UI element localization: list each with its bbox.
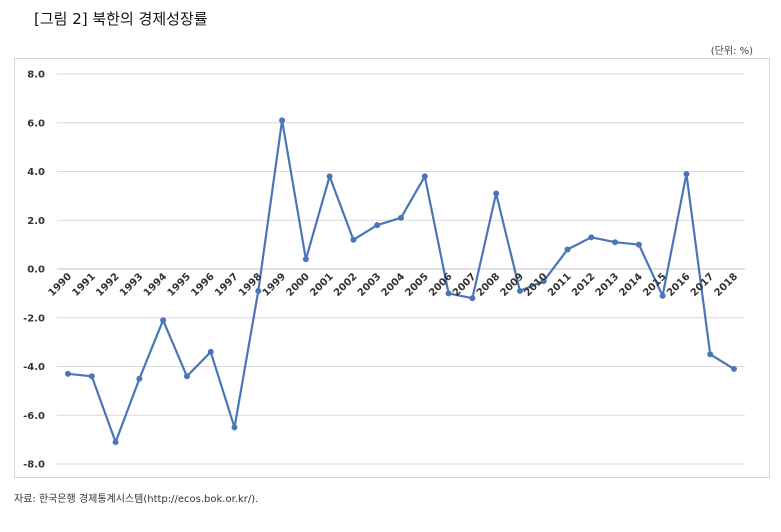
data-point: [398, 214, 404, 221]
x-tick-label: 1995: [166, 271, 193, 298]
x-tick-label: 2008: [475, 271, 502, 298]
y-tick-label: -2.0: [23, 313, 45, 324]
data-point: [231, 424, 238, 431]
x-tick-label: 1998: [237, 271, 264, 298]
data-point: [564, 246, 571, 253]
y-tick-label: 6.0: [27, 118, 45, 129]
data-point: [207, 348, 214, 355]
x-tick-label: 1994: [142, 271, 169, 298]
x-tick-label: 2005: [403, 271, 430, 298]
data-point: [540, 278, 547, 285]
data-point: [588, 234, 595, 241]
x-tick-label: 2002: [332, 271, 359, 298]
data-point: [255, 287, 262, 294]
x-tick-label: 2016: [665, 271, 692, 298]
unit-label: (단위: %): [710, 46, 753, 57]
x-tick-label: 2010: [522, 271, 549, 298]
x-tick-label: 2012: [570, 271, 597, 298]
data-point: [493, 190, 500, 197]
data-point: [635, 241, 642, 248]
x-tick-label: 2000: [285, 271, 312, 298]
data-point: [469, 295, 476, 302]
y-tick-label: 2.0: [27, 216, 45, 227]
x-tick-label: 1991: [70, 271, 97, 298]
data-point: [707, 351, 714, 358]
data-point: [88, 373, 95, 380]
data-point: [302, 256, 309, 263]
data-point: [731, 365, 737, 372]
data-point: [136, 375, 143, 382]
x-tick-label: 1996: [189, 271, 216, 298]
data-point: [350, 236, 357, 243]
x-tick-label: 1990: [47, 271, 74, 298]
x-tick-label: 2018: [713, 271, 740, 298]
y-tick-label: 0.0: [27, 265, 45, 276]
data-point: [326, 173, 333, 180]
page-title: [그림 2] 북한의 경제성장률: [34, 10, 208, 28]
data-point: [65, 370, 71, 377]
x-tick-label: 2001: [308, 271, 335, 298]
data-point: [374, 222, 381, 229]
data-point: [659, 292, 666, 299]
x-tick-label: 1993: [118, 271, 145, 298]
data-point: [683, 170, 690, 177]
x-tick-label: 2009: [499, 271, 526, 298]
x-tick-label: 2003: [356, 271, 383, 298]
x-tick-label: 1999: [261, 271, 288, 298]
chart-container: 8.0 6.0 4.0 2.0 0.0 -2.0 -4.0 -6.0 -8.0 1990 1991…: [14, 58, 770, 478]
x-tick-label: 2004: [380, 271, 407, 298]
data-point: [445, 290, 452, 297]
data-point: [112, 439, 119, 446]
x-tick-label: 1997: [213, 271, 240, 298]
y-tick-label: 4.0: [27, 167, 45, 178]
x-tick-label: 2013: [594, 271, 621, 298]
y-tick-label: -6.0: [23, 411, 45, 422]
data-point: [612, 239, 619, 246]
x-tick-label: 1992: [94, 271, 121, 298]
y-tick-label: 8.0: [27, 70, 45, 81]
data-point: [183, 373, 190, 380]
growth-rate-chart: 8.0 6.0 4.0 2.0 0.0 -2.0 -4.0 -6.0 -8.0 19901991…: [23, 70, 745, 471]
data-point: [421, 173, 428, 180]
data-point: [160, 317, 167, 324]
source-note: 자료: 한국은행 경제통계시스템(http://ecos.bok.or.kr/)…: [14, 494, 259, 505]
data-point: [516, 287, 523, 294]
x-tick-label: 2014: [618, 271, 645, 298]
y-tick-label: -4.0: [23, 362, 45, 373]
x-tick-label: 2011: [546, 271, 573, 298]
y-tick-label: -8.0: [23, 460, 45, 471]
data-point: [279, 117, 286, 124]
